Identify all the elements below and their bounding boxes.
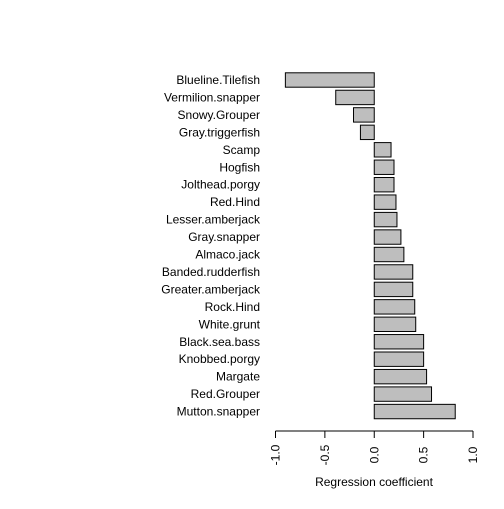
category-label: Mutton.snapper bbox=[177, 405, 260, 419]
category-label: Almaco.jack bbox=[195, 248, 261, 262]
category-label: Greater.amberjack bbox=[161, 282, 261, 296]
category-label: Blueline.Tilefish bbox=[176, 73, 260, 87]
bar-red-hind bbox=[373, 194, 397, 210]
category-label: White.grunt bbox=[199, 317, 261, 331]
bar-lesser-amberjack bbox=[373, 211, 398, 228]
bar-hogfish bbox=[373, 159, 395, 175]
category-label: Red.Grouper bbox=[191, 387, 260, 401]
category-label: Gray.snapper bbox=[188, 230, 260, 244]
category-label: Hogfish bbox=[219, 160, 260, 174]
bar-greater-amberjack bbox=[373, 281, 414, 298]
bar-blueline-tilefish bbox=[284, 72, 375, 88]
bar-margate bbox=[373, 368, 428, 385]
x-axis-title: Regression coefficient bbox=[315, 475, 434, 489]
category-label: Gray.triggerfish bbox=[179, 125, 260, 139]
category-label: Scamp bbox=[223, 143, 261, 157]
category-labels-group: Blueline.Tilefish Vermilion.snapper Snowy.… bbox=[161, 73, 261, 419]
x-tick-label: 0.0 bbox=[367, 446, 381, 463]
bar-almaco-jack bbox=[373, 246, 405, 263]
category-label: Jolthead.porgy bbox=[181, 178, 260, 192]
bar-mutton-snapper bbox=[373, 403, 456, 420]
category-label: Snowy.Grouper bbox=[178, 108, 260, 122]
bar-scamp bbox=[373, 142, 392, 158]
bar-jolthead-porgy bbox=[373, 177, 395, 193]
bar-snowy-grouper bbox=[353, 107, 375, 123]
bar-white-grunt bbox=[373, 316, 417, 333]
bar-gray-triggerfish bbox=[359, 124, 375, 141]
x-axis: -1.0 -0.5 0.0 0.5 1.0 bbox=[269, 430, 480, 465]
x-tick-label: -1.0 bbox=[269, 444, 283, 465]
category-label: Vermilion.snapper bbox=[164, 90, 260, 104]
x-tick-label: 1.0 bbox=[466, 446, 480, 463]
category-label: Margate bbox=[216, 370, 260, 384]
bar-rock-hind bbox=[373, 299, 416, 315]
category-label: Black.sea.bass bbox=[179, 335, 260, 349]
category-label: Knobbed.porgy bbox=[179, 352, 260, 366]
bar-black-sea-bass bbox=[373, 334, 425, 350]
bar-vermilion-snapper bbox=[335, 89, 375, 106]
category-label: Lesser.amberjack bbox=[166, 213, 261, 227]
category-label: Rock.Hind bbox=[205, 300, 260, 314]
category-label: Red.Hind bbox=[210, 195, 260, 209]
bars-group bbox=[284, 72, 456, 420]
category-label: Banded.rudderfish bbox=[162, 265, 260, 279]
bar-banded-rudderfish bbox=[373, 264, 414, 280]
x-tick-label: 0.5 bbox=[417, 446, 431, 463]
bar-gray-snapper bbox=[373, 229, 402, 245]
bar-knobbed-porgy bbox=[373, 351, 425, 367]
bar-red-grouper bbox=[373, 386, 433, 402]
x-tick-label: -0.5 bbox=[318, 444, 332, 465]
